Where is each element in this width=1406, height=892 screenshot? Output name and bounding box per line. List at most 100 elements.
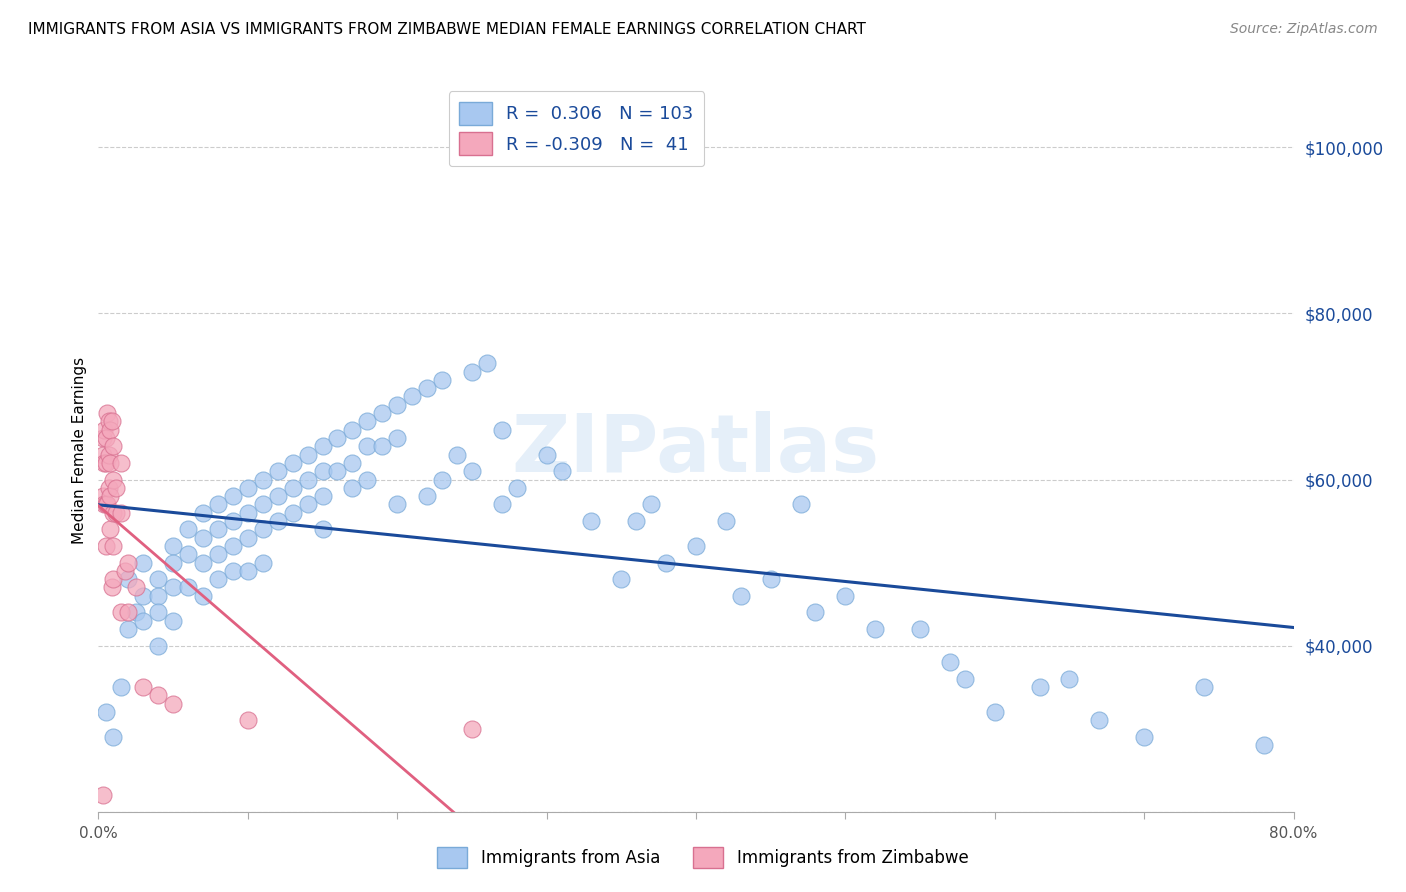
Point [91, 788, 114, 802]
Point [162, 697, 184, 711]
Point [105, 506, 128, 520]
Point [162, 539, 184, 553]
Point [117, 606, 139, 620]
Point [356, 439, 378, 453]
Point [297, 448, 319, 462]
Point [94, 705, 117, 719]
Point [626, 514, 648, 528]
Point [110, 680, 132, 694]
Point [401, 389, 423, 403]
Point [342, 423, 364, 437]
Point [356, 473, 378, 487]
Point [461, 365, 484, 379]
Point [267, 489, 290, 503]
Point [267, 514, 290, 528]
Point [93, 423, 115, 437]
Point [94, 431, 117, 445]
Point [91, 431, 114, 445]
Point [222, 489, 245, 503]
Point [125, 606, 148, 620]
Point [148, 589, 170, 603]
Point [281, 506, 304, 520]
Point [97, 448, 120, 462]
Point [98, 522, 122, 536]
Point [506, 481, 529, 495]
Point [655, 556, 678, 570]
Point [110, 456, 132, 470]
Point [236, 481, 259, 495]
Point [94, 498, 117, 512]
Point [430, 373, 453, 387]
Point [342, 481, 364, 495]
Point [1133, 730, 1156, 744]
Point [191, 556, 214, 570]
Point [908, 622, 931, 636]
Point [865, 622, 887, 636]
Point [207, 498, 229, 512]
Point [236, 506, 259, 520]
Point [311, 489, 333, 503]
Point [191, 506, 214, 520]
Point [93, 456, 115, 470]
Point [177, 522, 200, 536]
Point [191, 589, 214, 603]
Point [385, 498, 409, 512]
Point [461, 722, 484, 736]
Point [94, 539, 117, 553]
Point [252, 498, 274, 512]
Point [96, 498, 118, 512]
Point [356, 414, 378, 428]
Point [97, 481, 120, 495]
Point [1253, 739, 1275, 753]
Point [101, 581, 124, 595]
Point [1088, 714, 1111, 728]
Point [110, 506, 132, 520]
Point [281, 481, 304, 495]
Point [371, 439, 394, 453]
Point [148, 606, 170, 620]
Point [177, 581, 200, 595]
Point [834, 589, 856, 603]
Point [91, 448, 114, 462]
Point [252, 473, 274, 487]
Point [103, 473, 125, 487]
Point [759, 572, 782, 586]
Point [162, 556, 184, 570]
Point [148, 572, 170, 586]
Point [311, 522, 333, 536]
Point [1028, 680, 1050, 694]
Point [103, 730, 125, 744]
Point [342, 456, 364, 470]
Point [446, 448, 468, 462]
Text: Source: ZipAtlas.com: Source: ZipAtlas.com [1230, 22, 1378, 37]
Point [105, 481, 128, 495]
Point [101, 414, 124, 428]
Point [91, 489, 114, 503]
Point [222, 539, 245, 553]
Point [207, 572, 229, 586]
Point [97, 414, 120, 428]
Point [789, 498, 811, 512]
Legend: R =  0.306   N = 103, R = -0.309   N =  41: R = 0.306 N = 103, R = -0.309 N = 41 [449, 91, 704, 166]
Point [685, 539, 707, 553]
Point [475, 356, 498, 370]
Point [117, 622, 139, 636]
Point [207, 547, 229, 561]
Point [804, 606, 827, 620]
Point [132, 680, 155, 694]
Point [252, 522, 274, 536]
Point [96, 406, 118, 420]
Point [1059, 672, 1081, 686]
Point [103, 572, 125, 586]
Point [461, 464, 484, 478]
Point [114, 564, 136, 578]
Point [93, 498, 115, 512]
Point [148, 689, 170, 703]
Point [953, 672, 976, 686]
Point [1192, 680, 1215, 694]
Text: IMMIGRANTS FROM ASIA VS IMMIGRANTS FROM ZIMBABWE MEDIAN FEMALE EARNINGS CORRELAT: IMMIGRANTS FROM ASIA VS IMMIGRANTS FROM … [28, 22, 866, 37]
Point [177, 547, 200, 561]
Point [326, 431, 349, 445]
Point [110, 606, 132, 620]
Point [103, 539, 125, 553]
